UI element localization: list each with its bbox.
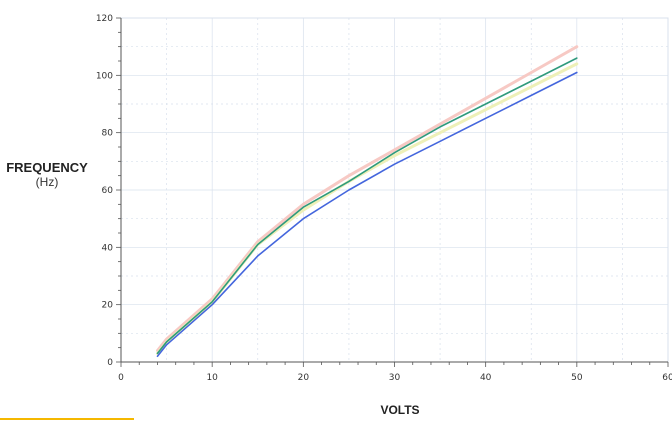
y-tick-label: 120	[96, 14, 113, 24]
y-axis-unit: (Hz)	[35, 175, 59, 189]
y-tick-label: 60	[102, 186, 114, 196]
x-tick-label: 10	[206, 373, 218, 383]
y-axis-title: FREQUENCY	[6, 160, 88, 175]
y-tick-label: 0	[107, 358, 113, 368]
series-line-1	[156, 45, 579, 352]
accent-rule	[0, 418, 134, 420]
y-tick-label: 40	[102, 243, 114, 253]
y-tick-label: 20	[102, 301, 114, 311]
series-line-3	[156, 57, 578, 355]
x-tick-label: 0	[118, 373, 124, 383]
y-tick-label: 100	[96, 71, 113, 81]
series-line-4	[156, 71, 578, 358]
y-tick-label: 80	[102, 129, 114, 139]
axes	[116, 17, 669, 367]
x-tick-label: 60	[662, 373, 672, 383]
x-tick-label: 50	[571, 373, 583, 383]
x-tick-label: 40	[480, 373, 492, 383]
series-lines	[156, 45, 579, 358]
tick-labels: 0 10 20 30 40 50 60 0 20 40 60 80 100 120	[96, 14, 672, 383]
x-tick-label: 20	[298, 373, 310, 383]
x-tick-label: 30	[389, 373, 401, 383]
x-axis-title: VOLTS	[380, 403, 420, 417]
